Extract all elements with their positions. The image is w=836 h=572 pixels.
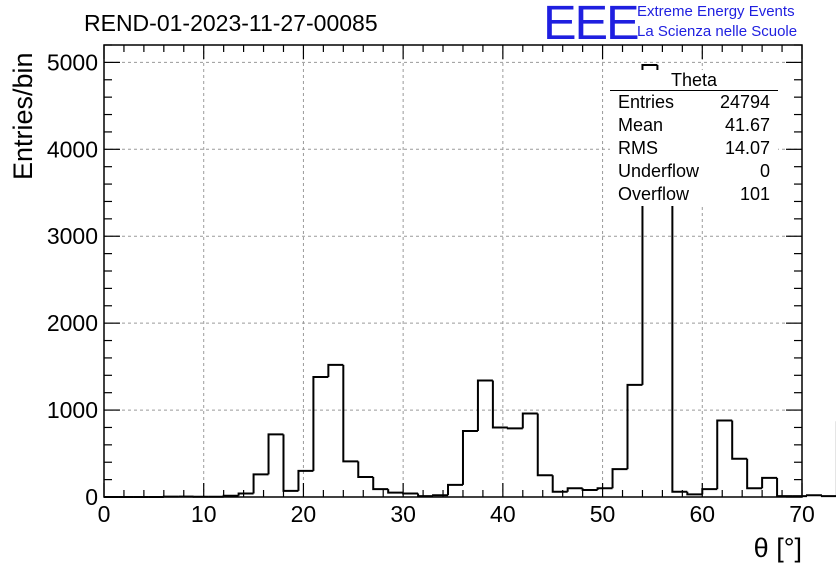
stats-value: 24794 bbox=[719, 92, 770, 112]
stats-value: 14.07 bbox=[724, 138, 770, 158]
x-tick-label: 30 bbox=[390, 501, 416, 527]
stats-row: Entries 24794 bbox=[610, 91, 778, 114]
histogram-bin bbox=[342, 364, 359, 463]
x-tick-label: 0 bbox=[98, 501, 111, 527]
histogram-bin bbox=[447, 483, 463, 496]
histogram-bin bbox=[506, 427, 523, 430]
histogram-bin bbox=[536, 413, 553, 477]
x-tick-label: 20 bbox=[291, 501, 317, 527]
histogram-bin bbox=[312, 376, 329, 471]
histogram-bin bbox=[237, 492, 254, 496]
histogram-bin bbox=[461, 429, 478, 485]
stats-row: RMS 14.07 bbox=[610, 137, 778, 160]
stats-value: 0 bbox=[759, 161, 770, 181]
histogram-bin bbox=[776, 477, 793, 498]
y-tick-label: 3000 bbox=[47, 223, 98, 249]
y-tick-label: 0 bbox=[85, 484, 98, 510]
eee-logo: EEE bbox=[543, 0, 640, 50]
histogram-bin bbox=[387, 489, 404, 494]
x-tick-label: 60 bbox=[689, 501, 715, 527]
histogram-bin bbox=[402, 492, 419, 495]
histogram-bin bbox=[252, 473, 269, 494]
logo-subtitle-2: La Scienza nelle Scuole bbox=[637, 23, 798, 40]
histogram-bin bbox=[297, 469, 314, 491]
stats-row: Mean 41.67 bbox=[610, 114, 778, 137]
histogram-bin bbox=[372, 477, 389, 491]
histogram-bin bbox=[805, 494, 822, 497]
histogram-bin bbox=[476, 379, 493, 431]
stats-value: 41.67 bbox=[724, 115, 770, 135]
stats-value: 101 bbox=[739, 184, 770, 204]
histogram-bin bbox=[641, 63, 658, 385]
histogram-bin bbox=[357, 461, 374, 479]
stats-box: Theta Entries 24794 Mean 41.67 RMS 14.07… bbox=[610, 70, 778, 206]
x-tick-label: 40 bbox=[490, 501, 516, 527]
stats-title: Theta bbox=[610, 70, 778, 91]
histogram-bin bbox=[761, 476, 778, 489]
histogram-bin bbox=[581, 488, 598, 492]
histogram-bin bbox=[701, 488, 718, 495]
histogram-bin bbox=[686, 491, 703, 496]
y-tick-label: 2000 bbox=[47, 310, 98, 336]
histogram-bin bbox=[267, 433, 284, 475]
grid bbox=[104, 45, 802, 497]
y-axis-label: Entries/bin bbox=[8, 52, 38, 180]
stats-label: RMS bbox=[618, 138, 658, 158]
histogram-bin bbox=[327, 363, 344, 378]
histogram-bin bbox=[716, 419, 733, 490]
histogram-bin bbox=[731, 420, 748, 460]
histogram-bin bbox=[820, 495, 836, 498]
chart-title: REND-01-2023-11-27-00085 bbox=[84, 10, 378, 36]
histogram-bin bbox=[746, 458, 763, 490]
x-axis: 0 10 20 30 40 50 60 70 bbox=[98, 45, 815, 527]
stats-label: Overflow bbox=[618, 184, 690, 204]
logo-subtitle-1: Extreme Energy Events bbox=[637, 3, 795, 20]
histogram-bin bbox=[551, 475, 568, 493]
y-axis: 0 1000 2000 3000 4000 5000 bbox=[47, 44, 802, 510]
histogram-bin bbox=[566, 487, 583, 492]
x-axis-label: θ [°] bbox=[753, 533, 802, 563]
stats-row: Underflow 0 bbox=[610, 160, 778, 183]
y-tick-label: 5000 bbox=[47, 49, 98, 75]
histogram-series bbox=[104, 63, 836, 498]
histogram-bin bbox=[521, 412, 538, 429]
histogram-bin bbox=[491, 380, 508, 429]
stats-row: Overflow 101 bbox=[610, 183, 778, 206]
x-tick-label: 10 bbox=[191, 501, 217, 527]
histogram-bin bbox=[417, 493, 434, 498]
stats-label: Mean bbox=[618, 115, 664, 135]
histogram-bin bbox=[611, 468, 628, 489]
x-tick-label: 70 bbox=[789, 501, 815, 527]
stats-label: Underflow bbox=[618, 161, 700, 181]
y-tick-label: 4000 bbox=[47, 136, 98, 162]
x-tick-label: 50 bbox=[590, 501, 616, 527]
stats-label: Entries bbox=[618, 92, 675, 112]
histogram-bin bbox=[432, 494, 449, 497]
y-tick-label: 1000 bbox=[47, 397, 98, 423]
histogram-bin bbox=[282, 434, 299, 492]
histogram-bin bbox=[596, 487, 613, 491]
histogram-bin bbox=[626, 383, 643, 470]
